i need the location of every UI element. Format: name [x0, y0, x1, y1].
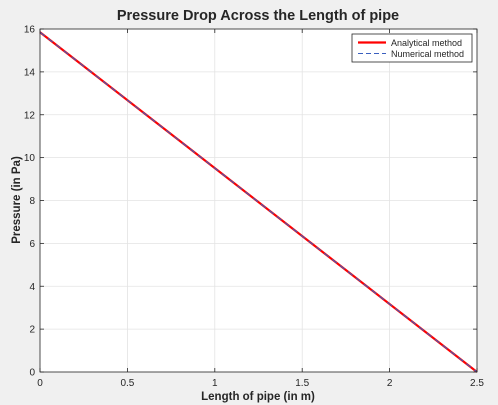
- y-tick-label: 14: [24, 67, 36, 78]
- x-axis-label: Length of pipe (in m): [201, 391, 315, 403]
- x-tick-label: 2: [387, 378, 393, 389]
- series-line-numerical: [39, 31, 478, 373]
- series-lines: [39, 31, 478, 373]
- y-tick-label: 8: [29, 196, 35, 207]
- y-tick-label: 4: [29, 282, 35, 293]
- legend-box: [351, 33, 473, 63]
- y-tick-label: 16: [24, 25, 36, 36]
- x-tick-label: 1.5: [295, 378, 309, 389]
- x-tick-label: 0.5: [120, 378, 134, 389]
- y-tick-label: 2: [29, 325, 35, 336]
- legend-label: Analytical method: [391, 38, 462, 48]
- y-tick-label: 0: [29, 368, 35, 379]
- y-tick-label: 10: [24, 153, 36, 164]
- x-tick-label: 0: [37, 378, 43, 389]
- chart-title: Pressure Drop Across the Length of pipe: [117, 8, 399, 24]
- y-tick-label: 12: [24, 110, 36, 121]
- y-tick-label: 6: [29, 239, 35, 250]
- x-tick-label: 2.5: [470, 378, 484, 389]
- legend-label: Numerical method: [391, 49, 464, 59]
- axis-ticks: 0 0.5 1 1.5 2 2.5 0 2 4 6 8 10 12 14 16: [24, 25, 485, 390]
- y-axis-label: Pressure (in Pa): [11, 156, 23, 244]
- x-tick-label: 1: [212, 378, 218, 389]
